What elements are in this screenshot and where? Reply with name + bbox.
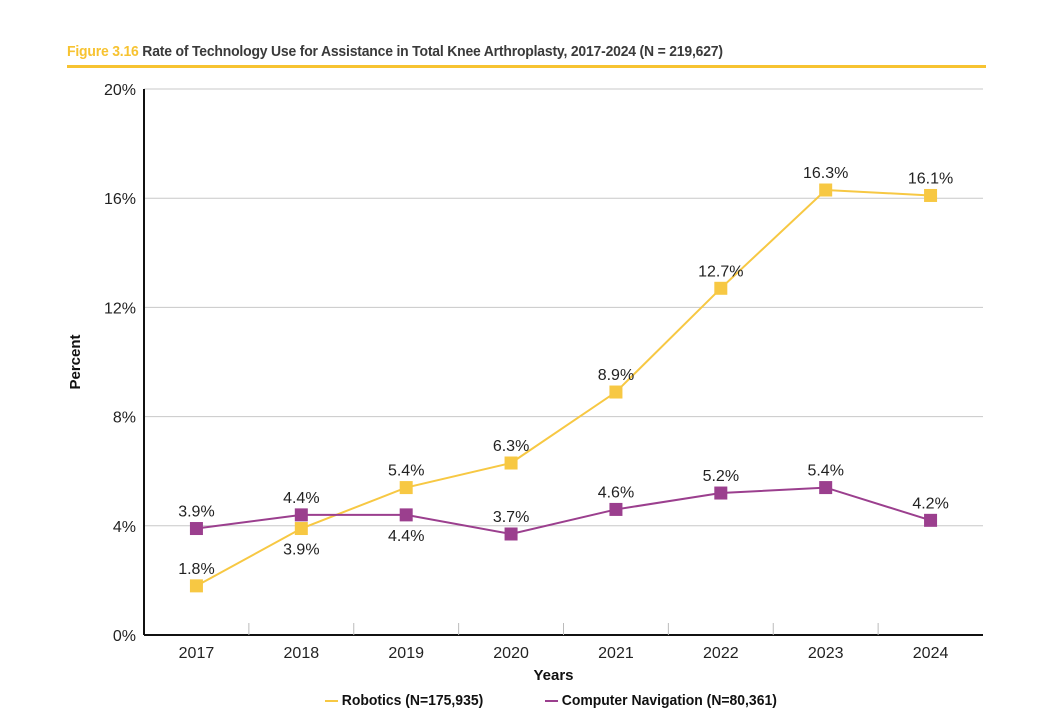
data-point bbox=[714, 486, 728, 500]
x-tick-label: 2021 bbox=[598, 645, 634, 662]
data-point bbox=[609, 502, 623, 516]
chart-title: Figure 3.16 Rate of Technology Use for A… bbox=[67, 43, 723, 60]
data-point bbox=[504, 456, 518, 470]
y-tick-label: 16% bbox=[104, 191, 136, 208]
data-point bbox=[819, 481, 833, 495]
data-label: 16.3% bbox=[803, 165, 848, 182]
x-tick-label: 2020 bbox=[493, 645, 529, 662]
x-tick-label: 2022 bbox=[703, 645, 739, 662]
data-label: 12.7% bbox=[698, 263, 743, 280]
title-underline bbox=[67, 65, 986, 68]
data-point bbox=[189, 522, 203, 536]
legend-label: Computer Navigation (N=80,361) bbox=[561, 692, 777, 709]
data-label: 3.7% bbox=[493, 509, 529, 526]
x-axis-label: Years bbox=[533, 667, 573, 684]
y-tick-label: 4% bbox=[113, 519, 136, 536]
x-tick-label: 2023 bbox=[808, 645, 844, 662]
y-axis-label: Percent bbox=[67, 334, 84, 389]
x-tick-label: 2018 bbox=[284, 645, 320, 662]
data-point bbox=[504, 527, 518, 541]
series-line-1 bbox=[196, 486, 931, 536]
data-label: 1.8% bbox=[178, 561, 214, 578]
data-label: 5.4% bbox=[388, 463, 424, 480]
data-point bbox=[399, 508, 413, 522]
data-label: 16.1% bbox=[908, 170, 953, 187]
data-label: 5.2% bbox=[703, 468, 739, 485]
data-label: 8.9% bbox=[598, 367, 634, 384]
figure-label: Figure 3.16 bbox=[67, 43, 139, 60]
data-label: 4.4% bbox=[388, 528, 424, 545]
data-point bbox=[924, 188, 938, 202]
data-point bbox=[609, 385, 623, 399]
legend-label: Robotics (N=175,935) bbox=[341, 692, 484, 709]
data-label: 4.4% bbox=[283, 490, 319, 507]
data-label: 6.3% bbox=[493, 438, 529, 455]
y-tick-label: 8% bbox=[113, 410, 136, 427]
x-tick-label: 2019 bbox=[388, 645, 424, 662]
legend-swatch-navigation bbox=[545, 699, 559, 702]
data-point bbox=[294, 522, 308, 536]
series-line-0 bbox=[195, 188, 931, 587]
data-point bbox=[819, 183, 833, 197]
x-tick-label: 2024 bbox=[913, 645, 949, 662]
legend-swatch-robotics bbox=[325, 699, 339, 702]
legend-item-robotics: Robotics (N=175,935) bbox=[325, 692, 483, 709]
data-label: 4.2% bbox=[912, 495, 948, 512]
y-tick-label: 12% bbox=[104, 300, 136, 317]
data-point bbox=[924, 513, 938, 527]
y-tick-label: 20% bbox=[104, 82, 136, 99]
title-text: Rate of Technology Use for Assistance in… bbox=[142, 43, 723, 60]
legend-item-navigation: Computer Navigation (N=80,361) bbox=[545, 692, 777, 709]
data-label: 4.6% bbox=[598, 484, 634, 501]
data-point bbox=[189, 579, 203, 593]
data-label: 5.4% bbox=[807, 463, 843, 480]
data-point bbox=[294, 508, 308, 522]
data-point bbox=[399, 481, 413, 495]
data-label: 3.9% bbox=[283, 542, 319, 559]
data-point bbox=[714, 281, 728, 295]
y-tick-label: 0% bbox=[113, 628, 136, 645]
x-tick-label: 2017 bbox=[179, 645, 215, 662]
data-label: 3.9% bbox=[178, 504, 214, 521]
